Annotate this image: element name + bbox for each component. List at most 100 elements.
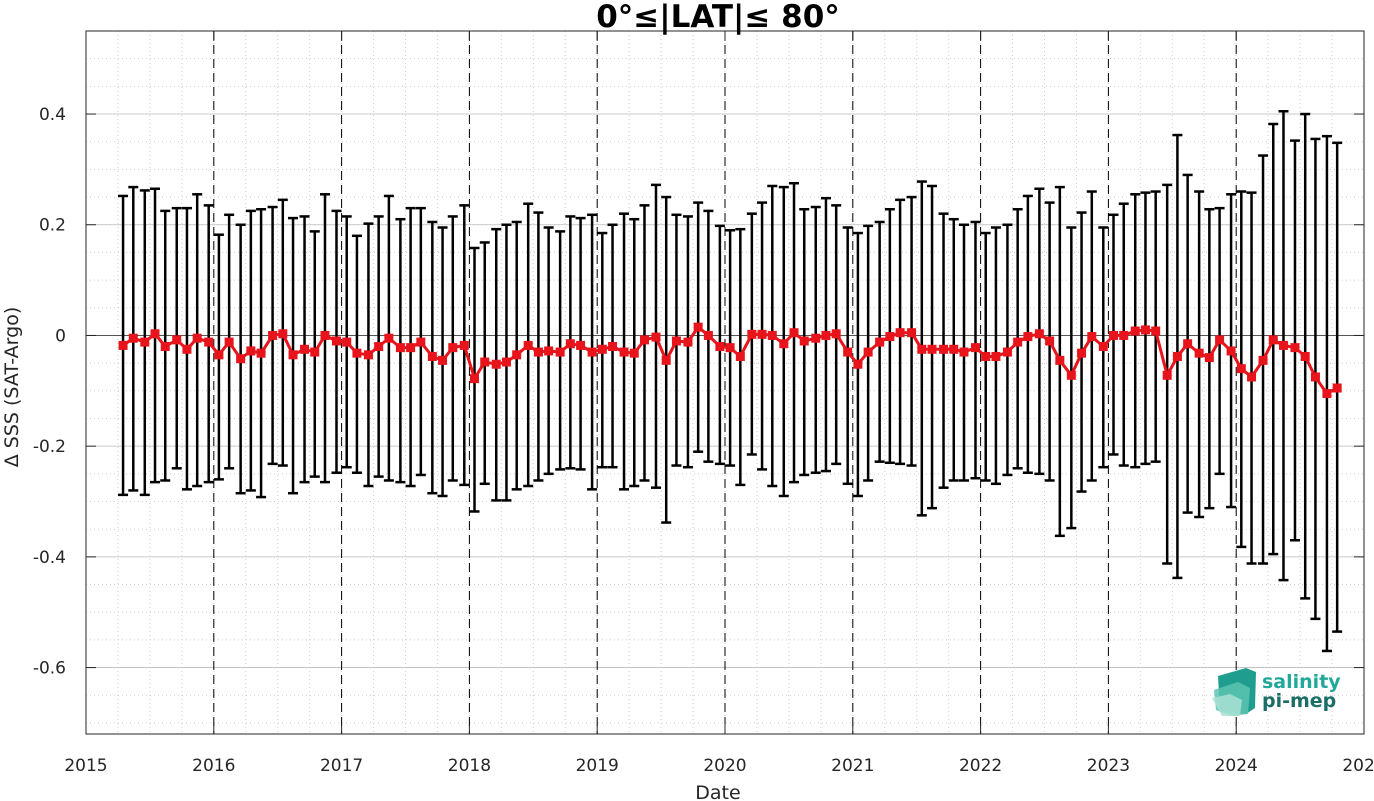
data-point-marker: [1204, 353, 1214, 363]
data-point-marker: [1226, 346, 1236, 356]
data-point-marker: [395, 343, 405, 353]
x-tick-label: 2018: [448, 756, 491, 776]
data-point-marker: [523, 340, 533, 350]
data-point-marker: [629, 348, 639, 358]
data-point-marker: [863, 347, 873, 357]
data-point-marker: [1130, 326, 1140, 336]
x-tick-label: 2019: [576, 756, 619, 776]
data-point-marker: [224, 337, 234, 347]
x-tick-label: 2017: [320, 756, 363, 776]
wave-logo-icon: [1212, 668, 1256, 716]
data-point-marker: [140, 337, 150, 347]
data-point-marker: [1322, 389, 1332, 399]
chart-title: 0°≤|LAT|≤ 80°: [596, 0, 840, 35]
data-point-marker: [1194, 348, 1204, 358]
data-point-marker: [1247, 372, 1257, 382]
year-lines: [213, 31, 1237, 734]
data-point-marker: [544, 346, 554, 356]
x-tick-label: 2021: [831, 756, 874, 776]
data-point-marker: [779, 339, 789, 349]
data-point-marker: [300, 344, 310, 354]
data-point-marker: [1023, 332, 1033, 342]
data-point-marker: [533, 347, 543, 357]
data-point-marker: [991, 351, 1001, 361]
data-point-marker: [331, 336, 341, 346]
data-point-marker: [927, 344, 937, 354]
data-point-marker: [480, 357, 490, 367]
ticks: 2015 2016 2017 2018 2019 2020 2021 2022 2023 2024…: [33, 31, 1374, 776]
data-point-marker: [1278, 340, 1288, 350]
data-point-marker: [799, 336, 809, 346]
data-point-marker: [767, 330, 777, 340]
data-point-marker: [214, 350, 224, 360]
data-point-marker: [1236, 364, 1246, 374]
data-point-marker: [671, 336, 681, 346]
data-point-marker: [491, 359, 501, 369]
data-point-marker: [172, 335, 182, 345]
data-point-marker: [895, 328, 905, 338]
data-point-marker: [843, 347, 853, 357]
data-point-marker: [160, 342, 170, 352]
data-point-marker: [715, 342, 725, 352]
data-point-marker: [907, 328, 917, 338]
data-point-marker: [875, 337, 885, 347]
x-tick-label: 2020: [703, 756, 746, 776]
data-point-marker: [1034, 329, 1044, 339]
data-point-marker: [342, 337, 352, 347]
data-point-marker: [821, 330, 831, 340]
data-point-marker: [236, 354, 246, 364]
data-point-marker: [406, 343, 416, 353]
data-point-marker: [204, 337, 214, 347]
x-tick-label: 2022: [959, 756, 1002, 776]
data-point-marker: [118, 340, 128, 350]
data-point-marker: [917, 344, 927, 354]
y-tick-label: -0.4: [33, 548, 66, 568]
data-point-marker: [512, 350, 522, 360]
data-point-marker: [128, 333, 138, 343]
data-point-marker: [1077, 348, 1087, 358]
data-point-marker: [789, 328, 799, 338]
y-tick-label: -0.6: [33, 659, 66, 679]
data-point-marker: [1258, 355, 1268, 365]
data-point-marker: [1098, 342, 1108, 352]
data-point-marker: [192, 333, 202, 343]
y-tick-label: 0.4: [39, 105, 66, 125]
logo-text-salinity: salinity: [1262, 671, 1341, 693]
data-point-marker: [1087, 332, 1097, 342]
data-point-marker: [310, 347, 320, 357]
data-point-marker: [1162, 370, 1172, 380]
y-axis-label: Δ SSS (SAT-Argo): [1, 307, 23, 467]
x-tick-label: 2023: [1087, 756, 1130, 776]
data-point-marker: [268, 330, 278, 340]
data-point-marker: [939, 344, 949, 354]
data-point-marker: [757, 329, 767, 339]
data-point-marker: [256, 348, 266, 358]
data-point-marker: [725, 343, 735, 353]
x-tick-label: 2024: [1215, 756, 1258, 776]
data-point-marker: [1045, 336, 1055, 346]
data-point-marker: [459, 340, 469, 350]
data-point-marker: [1140, 325, 1150, 335]
x-tick-label: 2025: [1342, 756, 1374, 776]
x-tick-label: 2015: [64, 756, 107, 776]
data-point-marker: [735, 351, 745, 361]
data-point-marker: [470, 374, 480, 384]
data-point-marker: [1183, 339, 1193, 349]
data-point-marker: [1119, 330, 1129, 340]
data-point-marker: [831, 329, 841, 339]
data-point-marker: [1109, 330, 1119, 340]
data-point-marker: [703, 330, 713, 340]
data-point-marker: [384, 333, 394, 343]
data-point-marker: [949, 344, 959, 354]
data-point-marker: [448, 343, 458, 353]
x-tick-label: 2016: [192, 756, 235, 776]
data-point-marker: [970, 343, 980, 353]
data-point-marker: [661, 355, 671, 365]
data-point-marker: [747, 329, 757, 339]
data-point-marker: [1172, 351, 1182, 361]
mean-series: [118, 322, 1342, 399]
data-point-marker: [438, 355, 448, 365]
data-point-marker: [608, 342, 618, 352]
data-point-marker: [619, 347, 629, 357]
logo-text-pi-mep: pi-mep: [1262, 690, 1336, 712]
